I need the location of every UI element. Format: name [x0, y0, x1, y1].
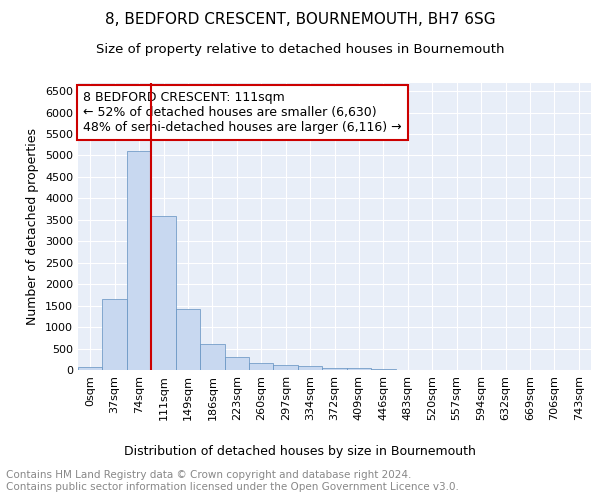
Bar — [200, 344, 224, 370]
Text: Size of property relative to detached houses in Bournemouth: Size of property relative to detached ho… — [96, 42, 504, 56]
Bar — [176, 309, 200, 370]
Bar — [151, 216, 176, 370]
Text: 8, BEDFORD CRESCENT, BOURNEMOUTH, BH7 6SG: 8, BEDFORD CRESCENT, BOURNEMOUTH, BH7 6S… — [104, 12, 496, 28]
Bar — [274, 365, 298, 370]
Bar — [298, 366, 322, 370]
Bar — [78, 367, 103, 370]
Bar — [127, 151, 151, 370]
Bar — [371, 368, 395, 370]
Bar — [322, 368, 347, 370]
Bar — [249, 364, 274, 370]
Bar — [103, 299, 127, 370]
Bar — [347, 368, 371, 370]
Text: Contains HM Land Registry data © Crown copyright and database right 2024.
Contai: Contains HM Land Registry data © Crown c… — [6, 470, 459, 492]
Bar — [224, 357, 249, 370]
Text: Distribution of detached houses by size in Bournemouth: Distribution of detached houses by size … — [124, 444, 476, 458]
Text: 8 BEDFORD CRESCENT: 111sqm
← 52% of detached houses are smaller (6,630)
48% of s: 8 BEDFORD CRESCENT: 111sqm ← 52% of deta… — [83, 91, 402, 134]
Y-axis label: Number of detached properties: Number of detached properties — [26, 128, 40, 325]
